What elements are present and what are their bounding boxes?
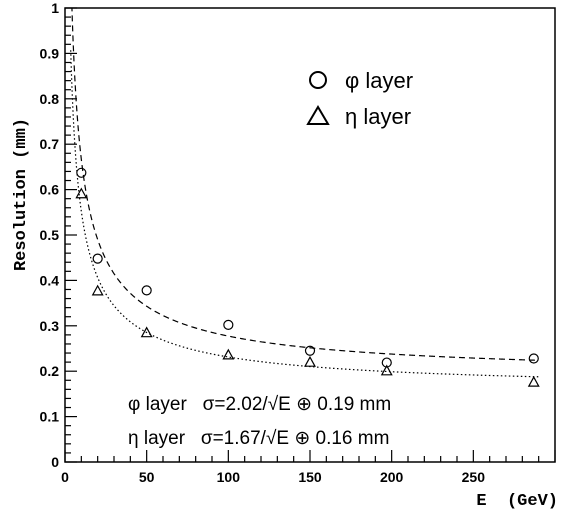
y-axis-title: Resolution (mm) (12, 118, 31, 271)
fit-annotation-eta: η layer σ=1.67/√E ⊕ 0.16 mm (128, 428, 389, 449)
y-tick-label: 0.6 (40, 182, 60, 198)
y-tick-label: 0.7 (40, 136, 60, 152)
data-point-eta (380, 364, 393, 376)
legend-marker-phi-circle (309, 71, 327, 89)
data-point-eta (75, 187, 88, 199)
fit-curve-phi (71, 8, 539, 361)
fit-curves (70, 8, 539, 378)
y-tick-label: 1 (51, 0, 59, 16)
legend-marker-eta-triangle (306, 105, 330, 125)
data-point-phi (141, 285, 152, 296)
data-point-phi (223, 319, 234, 330)
axis-tick-labels: 0 50 100 150 200 250 0 0.1 0.2 0.3 0.4 0.5 0.6 0.7 0.8… (40, 0, 486, 485)
y-tick-label: 0.1 (40, 409, 60, 425)
data-point-eta (304, 355, 316, 367)
data-point-phi (76, 167, 87, 178)
data-point-eta (222, 348, 235, 360)
data-point-phi (381, 357, 392, 368)
y-tick-label: 0.5 (40, 227, 60, 243)
fit-curve-eta (70, 50, 539, 378)
y-tick-label: 0.2 (40, 363, 60, 379)
x-tick-label: 100 (217, 469, 241, 485)
data-point-phi (92, 253, 103, 264)
y-tick-label: 0 (51, 454, 59, 470)
x-tick-label: 150 (298, 469, 322, 485)
x-axis-title: E (GeV) (476, 492, 558, 511)
data-point-eta (91, 284, 104, 296)
x-tick-label: 200 (380, 469, 404, 485)
y-tick-label: 0.3 (40, 318, 60, 334)
legend-label-phi: φ layer (345, 68, 413, 93)
legend: φ layer η layer (306, 68, 413, 129)
x-tick-label: 50 (139, 469, 155, 485)
y-tick-label: 0.4 (40, 272, 60, 288)
y-tick-label: 0.9 (40, 45, 60, 61)
data-point-phi (304, 345, 316, 356)
data-point-eta (527, 375, 540, 387)
y-tick-label: 0.8 (40, 91, 60, 107)
legend-label-eta: η layer (345, 104, 411, 129)
data-points (75, 167, 540, 387)
data-point-phi (528, 353, 539, 364)
fit-annotation-phi: φ layer σ=2.02/√E ⊕ 0.19 mm (128, 394, 391, 415)
axis-ticks (64, 7, 556, 463)
x-tick-label: 0 (61, 469, 69, 485)
x-tick-label: 250 (462, 469, 486, 485)
data-point-eta (140, 326, 153, 338)
